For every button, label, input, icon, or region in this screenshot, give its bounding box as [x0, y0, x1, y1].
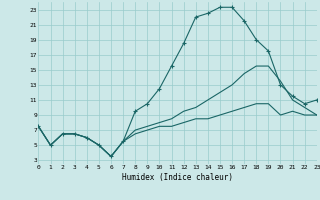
X-axis label: Humidex (Indice chaleur): Humidex (Indice chaleur)	[122, 173, 233, 182]
